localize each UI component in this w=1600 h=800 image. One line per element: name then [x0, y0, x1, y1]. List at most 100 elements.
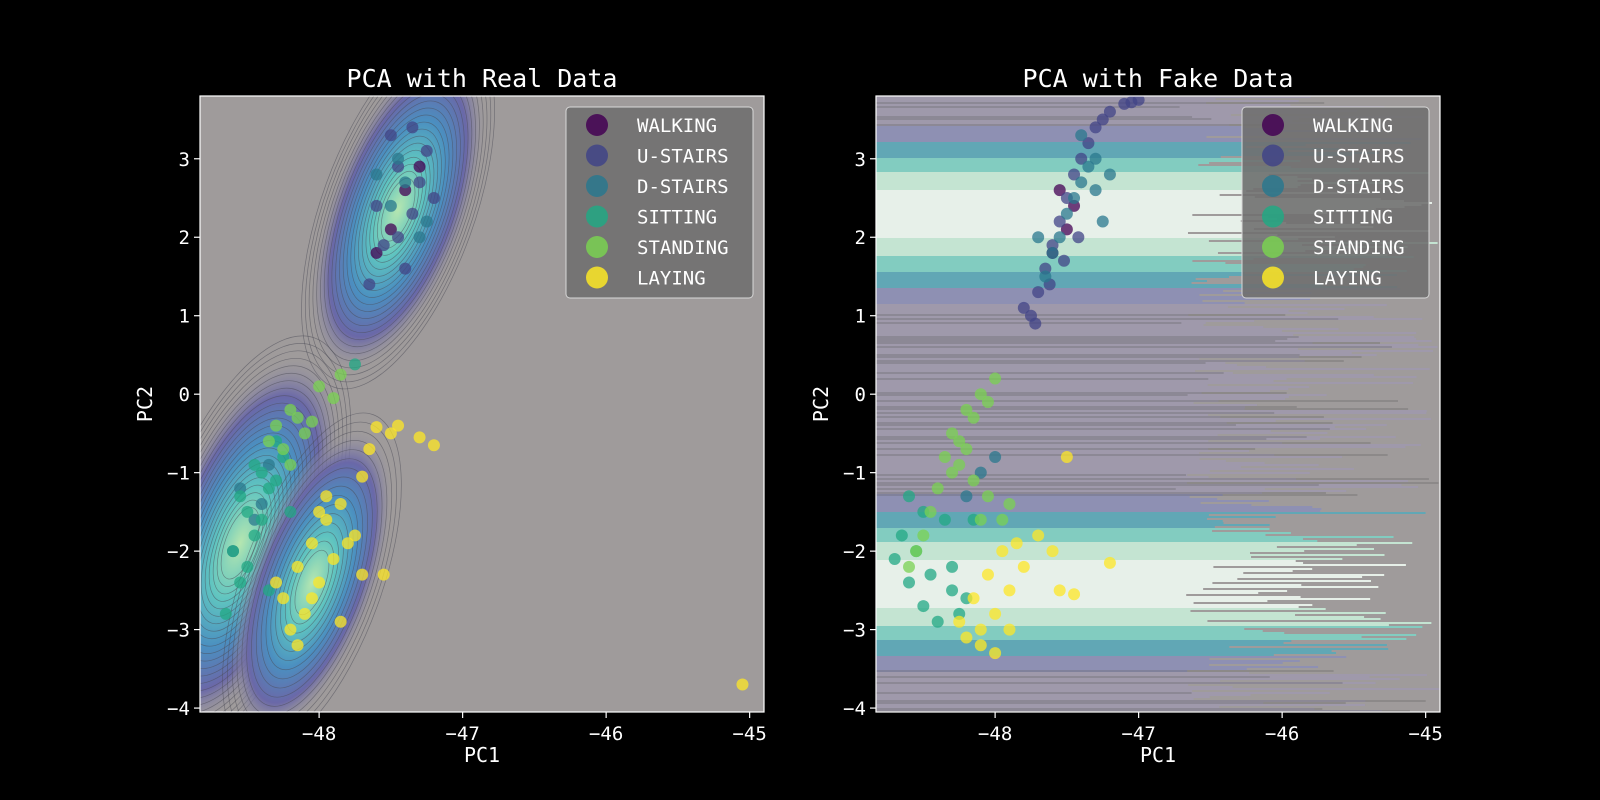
density-band — [876, 236, 1335, 238]
y-tick-label: 1 — [855, 306, 866, 328]
scatter-point — [1039, 270, 1052, 283]
scatter-point — [234, 490, 247, 503]
scatter-point — [227, 545, 240, 558]
scatter-point — [363, 443, 376, 456]
density-band — [876, 472, 1310, 474]
density-band — [876, 306, 1228, 308]
scatter-point — [1053, 584, 1066, 597]
y-axis-label: PC2 — [133, 386, 157, 422]
density-band — [876, 364, 1237, 366]
density-band — [876, 612, 1386, 614]
x-tick-label: −48 — [302, 723, 336, 745]
scatter-point — [903, 560, 916, 573]
density-band — [876, 272, 1245, 274]
density-band — [876, 200, 1405, 202]
scatter-point — [406, 207, 419, 220]
scatter-point — [1072, 231, 1085, 244]
density-band — [876, 96, 1311, 98]
legend-label: LAYING — [637, 268, 706, 290]
y-tick-label: 3 — [855, 149, 866, 171]
scatter-point — [967, 592, 980, 605]
kde-contour-line — [339, 100, 458, 319]
density-band — [876, 548, 1374, 550]
density-band — [876, 688, 1440, 690]
scatter-point — [1032, 529, 1045, 542]
density-band — [876, 466, 1241, 468]
scatter-point — [341, 537, 354, 550]
density-band — [876, 352, 1352, 354]
legend-marker — [1262, 236, 1284, 258]
scatter-point — [946, 466, 959, 479]
scatter-point — [255, 513, 268, 526]
kde-density-fill — [200, 354, 341, 712]
scatter-point — [1096, 113, 1109, 126]
axes-fake-data: −48 −47 −46 −45 −4 −3 −2 −1 0 1 2 3 PCA with Fake D… — [809, 64, 1443, 767]
kde-contour-line — [231, 430, 393, 712]
y-tick-label: 2 — [179, 227, 190, 249]
kde-contour-line — [227, 421, 397, 712]
density-band — [876, 590, 1288, 592]
density-band — [876, 312, 1308, 314]
density-band — [876, 634, 1417, 636]
density-band — [876, 594, 1187, 596]
legend-label: D-STAIRS — [1313, 176, 1405, 198]
density-band — [876, 98, 1216, 100]
scatter-point — [1096, 215, 1109, 228]
density-band — [876, 662, 1283, 664]
density-band — [876, 140, 1247, 142]
density-band — [876, 202, 1432, 204]
density-band — [876, 456, 1343, 458]
scatter-point — [277, 443, 290, 456]
density-band — [876, 142, 1411, 144]
scatter-point — [305, 592, 318, 605]
density-band — [876, 566, 1214, 568]
density-band — [876, 226, 1374, 228]
density-band — [876, 138, 1422, 140]
scatter-point — [241, 505, 254, 518]
density-band — [876, 350, 1434, 352]
density-band — [876, 374, 1374, 376]
density-band — [876, 628, 1245, 630]
kde-contour-line — [323, 96, 473, 348]
density-band — [876, 388, 1289, 390]
scatter-point — [1053, 231, 1066, 244]
density-band — [876, 120, 1293, 122]
scatter-point — [1046, 545, 1059, 558]
scatter-point — [1089, 184, 1102, 197]
density-band — [876, 600, 1268, 602]
chart-title: PCA with Real Data — [347, 64, 618, 93]
density-band — [876, 282, 1192, 284]
density-band — [876, 602, 1194, 604]
density-band — [876, 156, 1221, 158]
density-band — [876, 214, 1193, 216]
density-band — [876, 584, 1302, 586]
density-band — [876, 626, 1423, 628]
density-band — [876, 316, 1374, 318]
density-band — [876, 542, 1413, 544]
density-band — [876, 570, 1293, 572]
scatter-point — [291, 411, 304, 424]
scatter-point — [967, 474, 980, 487]
scatter-point — [313, 380, 326, 393]
density-band — [876, 642, 1284, 644]
density-band — [876, 192, 1375, 194]
density-band — [876, 648, 1389, 650]
density-band — [876, 430, 1271, 432]
legend-label: SITTING — [637, 207, 717, 229]
scatter-point — [903, 576, 916, 589]
scatter-point — [270, 576, 283, 589]
density-band — [876, 562, 1304, 564]
density-band — [876, 576, 1363, 578]
density-band — [876, 580, 1371, 582]
scatter-point — [284, 458, 297, 471]
scatter-point — [974, 639, 987, 652]
kde-contour-line — [251, 467, 373, 698]
density-band — [876, 276, 1230, 278]
scatter-point — [370, 199, 383, 212]
scatter-point — [1132, 96, 1145, 106]
kde-contour-line — [255, 476, 368, 689]
y-tick-label: 2 — [855, 227, 866, 249]
density-band — [876, 650, 1332, 652]
legend-label: D-STAIRS — [637, 176, 729, 198]
